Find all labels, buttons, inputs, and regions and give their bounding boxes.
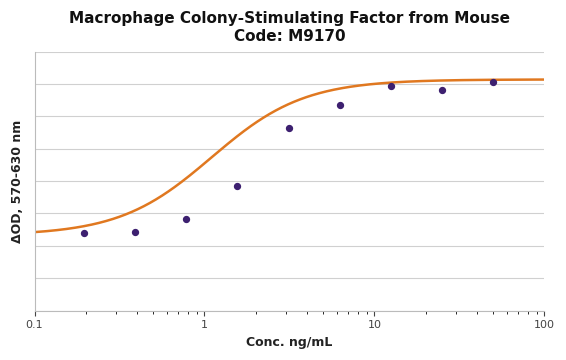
Point bbox=[335, 103, 344, 108]
X-axis label: Conc. ng/mL: Conc. ng/mL bbox=[246, 336, 333, 349]
Point bbox=[182, 216, 191, 221]
Point bbox=[79, 230, 88, 236]
Point bbox=[284, 126, 293, 131]
Point bbox=[438, 87, 447, 93]
Title: Macrophage Colony-Stimulating Factor from Mouse
Code: M9170: Macrophage Colony-Stimulating Factor fro… bbox=[69, 11, 510, 44]
Point bbox=[387, 83, 396, 89]
Point bbox=[488, 80, 498, 85]
Point bbox=[233, 183, 242, 189]
Point bbox=[130, 229, 139, 234]
Y-axis label: ΔOD, 570-630 nm: ΔOD, 570-630 nm bbox=[11, 120, 24, 243]
